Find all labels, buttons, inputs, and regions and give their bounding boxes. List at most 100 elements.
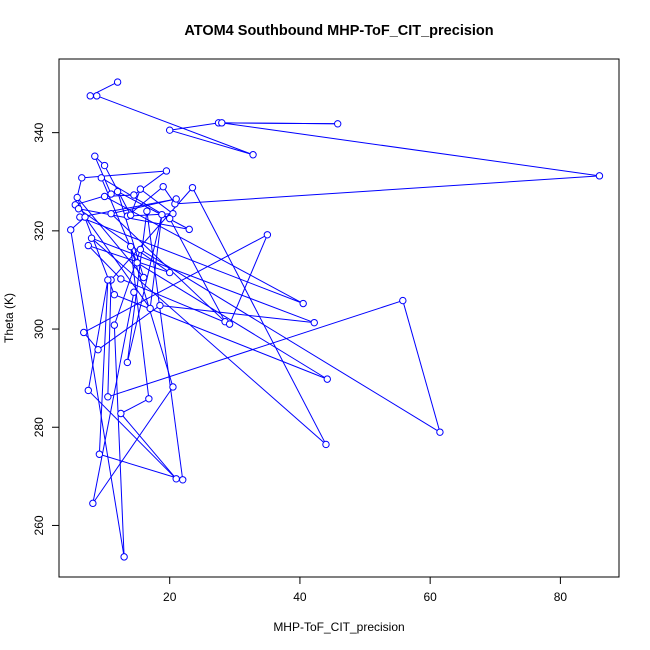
series-segment [81, 170, 167, 179]
data-point [165, 126, 174, 134]
data-point [333, 120, 342, 128]
data-point [299, 299, 307, 308]
data-point [113, 78, 122, 86]
data-point [179, 476, 187, 484]
series-segment [126, 211, 148, 363]
data-point [97, 174, 106, 182]
series-segment [87, 245, 122, 280]
y-axis: 260 280 300 320 340 [32, 122, 60, 535]
data-point [117, 275, 125, 283]
data-point [81, 213, 89, 221]
series-segment [104, 196, 304, 304]
data-point [87, 234, 96, 242]
data-point [86, 92, 94, 100]
series-segment [174, 175, 600, 205]
y-tick-label: 340 [32, 122, 46, 142]
series-segment [92, 292, 135, 504]
data-point [188, 183, 197, 192]
data-point [107, 190, 115, 198]
data-point [399, 296, 407, 305]
x-tick-label: 40 [293, 590, 307, 604]
series-segment [84, 216, 151, 309]
data-point [218, 119, 226, 127]
data-point [110, 290, 119, 299]
y-tick-label: 320 [32, 221, 46, 241]
data-point [104, 276, 112, 284]
data-point [89, 499, 97, 508]
data-point [84, 386, 93, 395]
series-segment [130, 246, 150, 399]
data-point [67, 226, 75, 234]
series-segment [98, 279, 109, 455]
series-segment [92, 386, 174, 504]
series-segment [169, 218, 226, 322]
series-segment [91, 237, 327, 445]
data-point [120, 553, 128, 561]
series-segment [169, 129, 254, 156]
data-point [165, 214, 174, 223]
series-segment [146, 211, 184, 480]
data-point [104, 393, 112, 401]
data-point [130, 288, 138, 296]
data-point [110, 321, 119, 329]
series-segment [99, 453, 183, 481]
y-axis-label: Theta (K) [2, 293, 16, 343]
series-segment [221, 122, 600, 177]
data-point [249, 151, 257, 159]
data-point [225, 320, 234, 328]
data-point [123, 358, 132, 367]
series-segment [221, 122, 338, 125]
data-point [107, 209, 115, 218]
series-segment [140, 188, 174, 215]
data-point [80, 328, 88, 337]
data-point [165, 268, 174, 277]
data-point [84, 241, 93, 250]
series-segment [79, 198, 177, 218]
data-point [143, 207, 151, 215]
data-point [595, 172, 604, 180]
series-segment [140, 249, 441, 433]
x-tick-label: 20 [163, 590, 177, 604]
data-point [159, 182, 167, 191]
data-point [133, 259, 141, 267]
data-point [93, 92, 101, 100]
data-point [95, 450, 104, 458]
series-segment [83, 234, 268, 333]
data-point [100, 192, 109, 201]
x-axis-label: MHP-ToF_CIT_precision [273, 620, 404, 634]
data-point [100, 161, 109, 170]
data-point [139, 273, 148, 282]
data-point [130, 191, 138, 199]
series-segment [113, 325, 125, 557]
data-point [145, 395, 153, 403]
data-point [73, 193, 81, 202]
data-point [113, 187, 122, 196]
data-point [162, 167, 171, 175]
series-points [67, 78, 604, 561]
data-point [169, 383, 177, 391]
series-segment [78, 208, 190, 230]
x-tick-label: 80 [554, 590, 568, 604]
y-tick-label: 300 [32, 319, 46, 339]
series-segment [107, 300, 403, 398]
data-point [78, 174, 86, 182]
series-segment [149, 214, 163, 309]
series-segment [110, 187, 193, 281]
series-segment [87, 390, 177, 480]
data-point [310, 318, 318, 327]
data-point [172, 475, 180, 483]
series-segment [136, 262, 328, 380]
data-point [158, 210, 166, 219]
series-segment [192, 187, 327, 445]
data-point [136, 185, 145, 193]
series-segment [87, 279, 109, 391]
series-segment [120, 398, 150, 414]
data-point [91, 152, 99, 160]
data-point [156, 301, 164, 310]
series-segment [96, 95, 254, 156]
series-segment [126, 214, 163, 363]
chart-title: ATOM4 Southbound MHP-ToF_CIT_precision [184, 23, 493, 39]
y-tick-label: 260 [32, 515, 46, 535]
